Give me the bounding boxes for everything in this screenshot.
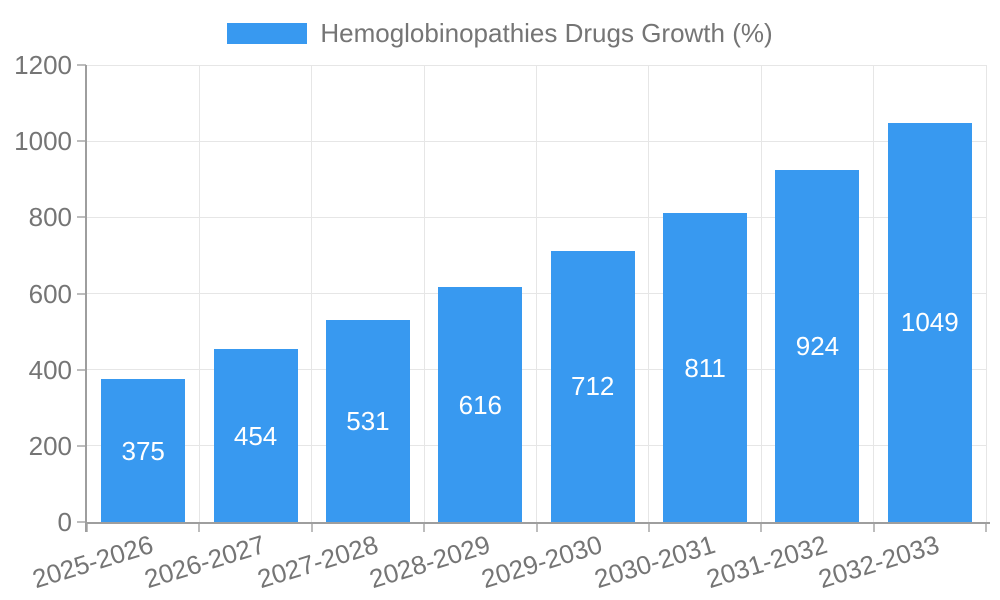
y-axis-tick xyxy=(77,368,86,371)
bar-value-label: 1049 xyxy=(900,307,959,338)
chart-title: Hemoglobinopathies Drugs Growth (%) xyxy=(320,18,773,48)
x-axis-tick xyxy=(310,523,313,532)
x-gridline xyxy=(423,65,425,522)
x-axis-tick xyxy=(647,523,650,532)
y-axis-tick-label: 1200 xyxy=(14,50,72,80)
x-axis-tick xyxy=(760,523,763,532)
x-axis-label: 2025-2026 xyxy=(28,529,157,595)
y-axis-tick xyxy=(77,216,86,219)
x-axis-label: 2028-2029 xyxy=(365,529,494,595)
x-axis-label: 2027-2028 xyxy=(253,529,382,595)
x-axis-tick xyxy=(872,523,875,532)
bar-value-label: 375 xyxy=(121,435,165,466)
bar xyxy=(550,250,635,522)
x-axis-tick xyxy=(985,523,987,532)
x-gridline xyxy=(311,65,313,522)
bar xyxy=(887,122,972,522)
x-gridline xyxy=(873,65,875,522)
x-gridline xyxy=(648,65,650,522)
legend-swatch-icon xyxy=(227,22,308,44)
x-axis-label: 2029-2030 xyxy=(478,529,606,595)
x-axis-line xyxy=(85,522,990,524)
x-axis-label: 2026-2027 xyxy=(141,529,269,595)
bar-value-label: 454 xyxy=(233,420,278,451)
x-gridline xyxy=(760,65,762,522)
y-axis-tick-label: 1000 xyxy=(14,126,72,157)
x-axis-label: 2032-2033 xyxy=(815,529,943,595)
bar-value-label: 924 xyxy=(795,331,840,362)
bar xyxy=(663,213,748,522)
x-axis-tick xyxy=(86,523,88,532)
bar xyxy=(438,287,523,522)
x-axis-tick xyxy=(198,523,201,532)
y-axis-tick-label: 400 xyxy=(28,354,72,385)
y-axis-tick xyxy=(77,521,86,523)
y-axis-tick-label: 200 xyxy=(28,430,72,461)
bar xyxy=(213,349,298,522)
y-axis-tick-label: 0 xyxy=(57,507,72,537)
x-axis-tick xyxy=(535,523,538,532)
x-gridline xyxy=(198,65,200,522)
chart-legend[interactable]: Hemoglobinopathies Drugs Growth (%) xyxy=(0,19,1000,48)
y-axis-tick xyxy=(77,292,86,295)
y-axis-line xyxy=(85,65,87,532)
bar xyxy=(325,319,410,522)
x-axis-label: 2030-2031 xyxy=(590,529,719,595)
bar xyxy=(775,170,860,522)
y-axis-tick xyxy=(77,140,86,143)
y-axis-tick-label: 600 xyxy=(28,278,72,309)
bar xyxy=(101,379,186,522)
y-axis-tick xyxy=(77,444,86,447)
y-axis-tick xyxy=(77,64,86,66)
x-axis-label: 2031-2032 xyxy=(702,529,831,595)
x-axis-tick xyxy=(423,523,426,532)
y-axis-tick-label: 800 xyxy=(28,202,72,233)
bar-value-label: 811 xyxy=(684,352,726,383)
bar-value-label: 616 xyxy=(458,389,503,420)
bar-value-label: 531 xyxy=(346,405,390,436)
bar-value-label: 712 xyxy=(570,371,615,402)
x-gridline xyxy=(985,65,987,522)
x-gridline xyxy=(536,65,537,522)
